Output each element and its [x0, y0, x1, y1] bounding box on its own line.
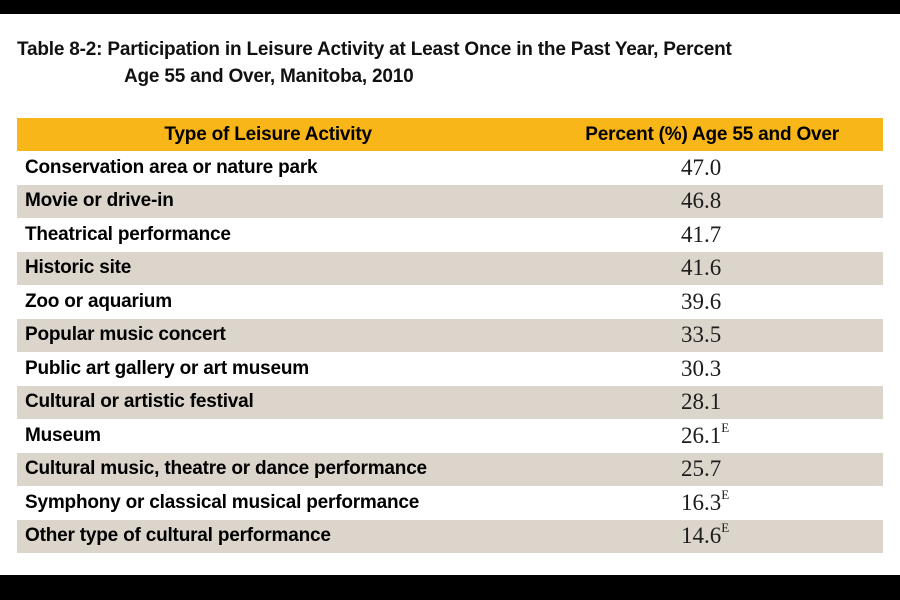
activity-cell: Other type of cultural performance — [17, 519, 520, 553]
percent-value: 33.5 — [681, 322, 722, 348]
activity-cell: Zoo or aquarium — [25, 290, 172, 312]
activity-cell: Theatrical performance — [25, 223, 231, 245]
table-row: Zoo or aquarium 39.6 — [17, 285, 883, 319]
percent-value: 26.1 E — [681, 419, 730, 448]
activity-cell: Historic site — [17, 251, 520, 285]
table-row: Cultural or artistic festival 28.1 — [17, 385, 883, 419]
percent-value: 16.3 E — [681, 486, 730, 515]
bottom-black-bar — [0, 575, 900, 600]
value-cell: 30.3 — [519, 352, 883, 386]
header-row: Type of Leisure Activity Percent (%) Age… — [17, 118, 883, 151]
table-row: Popular music concert 33.5 — [17, 318, 883, 352]
activity-cell: Cultural or artistic festival — [17, 385, 520, 419]
percent-value: 46.8 — [681, 188, 722, 214]
value-cell: 28.1 — [519, 385, 883, 419]
activity-cell: Conservation area or nature park — [25, 156, 318, 178]
value-cell: 41.6 — [519, 251, 883, 285]
leisure-activity-table: Type of Leisure Activity Percent (%) Age… — [17, 118, 883, 553]
table-row: Conservation area or nature park 47.0 — [17, 151, 883, 185]
table-row: Theatrical performance 41.7 — [17, 218, 883, 252]
table-header: Type of Leisure Activity Percent (%) Age… — [17, 118, 883, 151]
percent-value: 47.0 — [681, 154, 722, 180]
table-row: Historic site 41.6 — [17, 251, 883, 285]
value-cell: 47.0 — [519, 151, 883, 185]
value-cell: 33.5 — [519, 318, 883, 352]
percent-value: 39.6 — [681, 288, 722, 314]
activity-cell: Museum — [25, 424, 101, 446]
value-cell: 14.6 E — [519, 519, 883, 553]
table-body: Conservation area or nature park 47.0 Mo… — [17, 151, 883, 553]
value-cell: 25.7 — [519, 452, 883, 486]
percent-value: 28.1 — [681, 389, 722, 415]
value-cell: 16.3 E — [519, 486, 883, 520]
table-row: Other type of cultural performance 14.6 E — [17, 519, 883, 553]
activity-cell: Cultural music, theatre or dance perform… — [17, 452, 520, 486]
activity-cell: Public art gallery or art museum — [25, 357, 309, 379]
table-row: Museum 26.1 E — [17, 419, 883, 453]
table-row: Public art gallery or art museum 30.3 — [17, 352, 883, 386]
table-row: Movie or drive-in 46.8 — [17, 184, 883, 218]
percent-value: 25.7 — [681, 456, 722, 482]
table-row: Symphony or classical musical performanc… — [17, 486, 883, 520]
table-title: Table 8-2: Participation in Leisure Acti… — [17, 36, 900, 90]
estimate-flag: E — [721, 520, 730, 536]
activity-cell: Movie or drive-in — [17, 184, 520, 218]
estimate-flag: E — [721, 419, 730, 435]
estimate-flag: E — [721, 486, 730, 502]
activity-cell: Symphony or classical musical performanc… — [25, 491, 420, 513]
percent-value: 41.7 — [681, 221, 722, 247]
value-cell: 41.7 — [519, 218, 883, 252]
table-row: Cultural music, theatre or dance perform… — [17, 452, 883, 486]
value-cell: 26.1 E — [519, 419, 883, 453]
column-header-percent: Percent (%) Age 55 and Over — [519, 118, 883, 151]
top-black-bar — [0, 0, 900, 14]
table-title-line1: Table 8-2: Participation in Leisure Acti… — [17, 39, 732, 60]
percent-value: 41.6 — [681, 255, 722, 281]
percent-value: 30.3 — [681, 355, 722, 381]
table-title-line2: Age 55 and Over, Manitoba, 2010 — [124, 66, 414, 87]
value-cell: 39.6 — [519, 285, 883, 319]
column-header-activity: Type of Leisure Activity — [17, 118, 520, 151]
activity-cell: Popular music concert — [17, 318, 520, 352]
percent-value: 14.6 E — [681, 520, 730, 549]
value-cell: 46.8 — [519, 184, 883, 218]
